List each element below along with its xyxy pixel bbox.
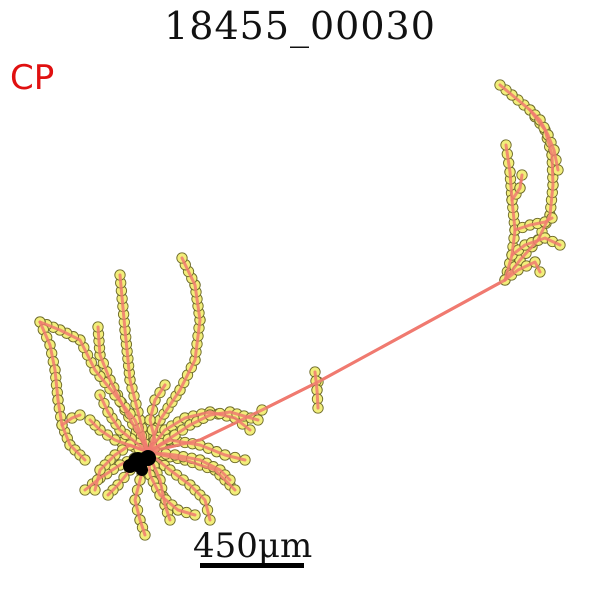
- neurite-branch-overlay: [513, 216, 554, 232]
- scale-bar-label: 450μm: [193, 526, 313, 566]
- neurite-branch-overlay: [60, 413, 82, 427]
- neurite-nodes: [34, 79, 566, 541]
- neurite-branch-overlay: [503, 143, 517, 282]
- neurite-branch-overlay: [146, 383, 167, 454]
- neurite-branch-overlay: [146, 450, 232, 482]
- neurite-branch-overlay: [118, 273, 150, 454]
- scale-bar: [200, 563, 304, 568]
- neurite-branch-overlay: [498, 83, 555, 282]
- neurite-branch-overlay: [510, 173, 524, 202]
- neurite-branch-overlay: [146, 278, 507, 454]
- neurite-branch-overlay: [146, 450, 237, 492]
- neurite-branch-overlay: [98, 393, 150, 454]
- soma-body: [123, 459, 137, 473]
- neurite-branch-overlay: [146, 450, 172, 522]
- soma-body: [136, 464, 148, 476]
- neurite-branch-overlay: [93, 443, 150, 492]
- neurite-branch-overlay: [503, 260, 542, 282]
- neurite-branch-overlay: [146, 256, 202, 454]
- figure-title: 18455_00030: [164, 4, 436, 48]
- neurite-branch-overlay: [528, 108, 560, 172]
- neurite-branch-overlay: [96, 325, 150, 454]
- neurite-branch-overlay: [38, 320, 87, 462]
- neurite-branch-overlay: [146, 450, 197, 517]
- neurite-branch-overlay: [313, 370, 320, 410]
- soma: [123, 450, 156, 476]
- cell-type-tag: CP: [10, 58, 55, 98]
- neurite-branch-overlay: [146, 450, 212, 522]
- neurite-branch-overlay: [146, 410, 252, 454]
- neurite-branch-overlay: [146, 410, 260, 454]
- soma-body: [140, 450, 156, 466]
- neurite-branch-overlay: [38, 320, 150, 454]
- neurite-branch-overlay: [510, 236, 562, 257]
